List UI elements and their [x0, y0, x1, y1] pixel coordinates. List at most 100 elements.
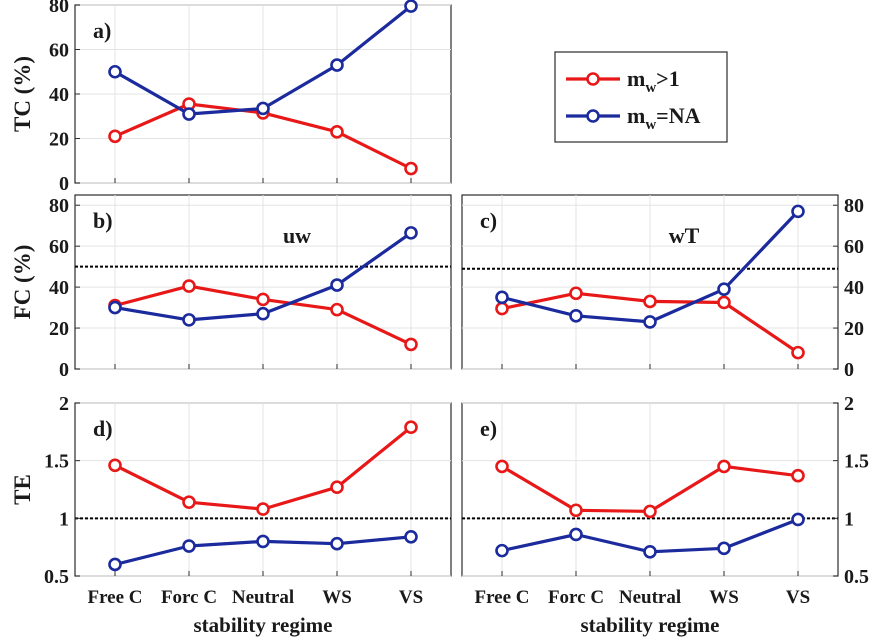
panel-e-xtick-label-4: VS — [786, 587, 810, 608]
panel-d-series-1-point-4 — [404, 529, 418, 544]
panel-e-ytick-label-2: 1.5 — [844, 451, 869, 473]
panel-d-xtick-label-3: WS — [322, 587, 352, 608]
panel-a-ytick-label-4: 80 — [49, 0, 69, 17]
panel-d-ytick-label-2: 1.5 — [44, 451, 69, 473]
panel-e-xtick-label-2: Neutral — [619, 587, 681, 608]
panel-a-series-0-point-4 — [404, 161, 418, 176]
panel-b-series-1-point-2 — [256, 306, 270, 321]
panel-a-ytick-label-2: 40 — [49, 84, 69, 106]
panel-b-ytick-label-1: 20 — [49, 318, 69, 340]
panel-b-series-1-point-0 — [108, 300, 122, 315]
panel-c-ytick-label-2: 40 — [844, 277, 864, 299]
legend-label-red-sub: w — [645, 80, 656, 96]
panel-b-series-1-point-1 — [182, 313, 196, 327]
panel-e-label: e) — [480, 416, 497, 441]
panel-d: 0.5 1 1.5 2 Free C Forc C Neutral WS VS stability… — [10, 393, 452, 637]
panel-b-series-0-point-4 — [404, 337, 418, 352]
panel-e-series-1-point-4 — [791, 512, 805, 527]
panel-d-xtick-label-4: VS — [399, 587, 423, 608]
panel-d-series-0-point-3 — [330, 480, 344, 494]
panel-c-series-1-point-4 — [791, 204, 805, 219]
panel-b-series-0-point-1 — [182, 279, 196, 293]
panel-a: 0 20 40 60 80 TC (%) a) — [10, 0, 452, 195]
panel-d-label: d) — [93, 416, 113, 441]
legend-label-blue-main: m — [627, 103, 645, 128]
legend-label-blue-rest: =NA — [656, 103, 700, 128]
panel-a-ytick-label-3: 60 — [49, 40, 69, 62]
panel-d-ytick-label-3: 2 — [59, 393, 69, 415]
panel-c-series-1-point-1 — [569, 308, 583, 323]
panel-d-xlabel: stability regime — [193, 613, 332, 637]
panel-e-ytick-label-1: 1 — [844, 508, 854, 530]
panel-b-ytick-label-4: 80 — [49, 195, 69, 217]
panel-c-ytick-label-4: 80 — [844, 195, 864, 217]
panel-b-ytick-label-0: 0 — [59, 359, 69, 381]
panel-c-label: c) — [480, 208, 497, 233]
panel-d-series-0-point-1 — [182, 495, 196, 509]
panel-b-series-0-point-2 — [256, 292, 270, 307]
panel-e-series-0-point-4 — [791, 468, 805, 483]
panel-a-ytick-label-1: 20 — [49, 129, 69, 151]
legend-marker-red — [586, 72, 600, 86]
panel-e-xtick-label-0: Free C — [474, 587, 529, 608]
legend-marker-blue — [586, 109, 600, 123]
panel-a-series-1-point-3 — [330, 58, 344, 72]
legend-label-blue-sub: w — [645, 117, 656, 133]
panel-e-series-1-point-2 — [643, 544, 657, 559]
panel-a-ylabel: TC (%) — [10, 56, 35, 132]
legend-label-blue: mw=NA — [627, 103, 701, 133]
panel-b-ytick-label-3: 60 — [49, 236, 69, 258]
panel-c-series-0-point-4 — [791, 345, 805, 360]
panel-a-series-1-point-1 — [182, 107, 196, 121]
panel-c: 0 20 40 60 80 c) wT — [461, 194, 864, 381]
panel-c-series-1-point-2 — [643, 315, 657, 329]
panel-b-annotation: uw — [283, 223, 311, 248]
panel-e-series-0-point-1 — [569, 503, 583, 518]
panel-e-series-0-point-0 — [495, 459, 509, 474]
panel-d-ytick-label-1: 1 — [59, 508, 69, 530]
panel-b-ytick-label-2: 40 — [49, 277, 69, 299]
legend-label-red-main: m — [627, 66, 645, 91]
panel-c-series-0-point-2 — [643, 294, 657, 309]
panel-e-xtick-label-1: Forc C — [548, 587, 604, 608]
panel-e-ytick-label-3: 2 — [844, 393, 854, 415]
panel-e-series-0-point-2 — [643, 504, 657, 519]
panel-c-ytick-label-1: 20 — [844, 318, 864, 340]
legend-box — [554, 51, 728, 143]
panel-c-annotation: wT — [669, 223, 700, 248]
panel-d-ytick-label-0: 0.5 — [44, 566, 69, 588]
panel-d-series-1-point-3 — [330, 536, 344, 551]
panel-d-series-1-point-2 — [256, 534, 270, 549]
panel-b-ylabel: FC (%) — [10, 245, 35, 320]
panel-e-ytick-label-0: 0.5 — [844, 566, 869, 588]
panel-c-ytick-label-0: 0 — [844, 359, 854, 381]
panel-a-label: a) — [93, 18, 111, 43]
panel-a-series-1-point-0 — [108, 64, 122, 79]
panel-b-series-1-point-4 — [404, 226, 418, 240]
panel-e-series-1-point-3 — [717, 541, 731, 556]
panel-c-series-0-point-1 — [569, 286, 583, 301]
panel-d-series-1-point-1 — [182, 539, 196, 553]
panel-a-series-0-point-0 — [108, 129, 122, 144]
panel-d-xtick-label-2: Neutral — [232, 587, 294, 608]
panel-e: 0.5 1 1.5 2 Free C Forc C Neutral WS VS stability… — [461, 393, 869, 637]
panel-d-series-0-point-2 — [256, 502, 270, 516]
panel-a-series-1-point-2 — [256, 101, 270, 116]
panel-a-series-0-point-3 — [330, 125, 344, 139]
panel-a-ytick-label-0: 0 — [59, 173, 69, 195]
panels-layer: 0 20 40 60 80 TC (%) a) 0 20 40 60 80 FC (%) b) uw 0 20 4… — [10, 0, 869, 637]
panel-a-series-1-point-4 — [404, 0, 418, 13]
panel-e-series-1-point-1 — [569, 527, 583, 542]
panel-e-xtick-label-3: WS — [709, 587, 739, 608]
panel-d-series-0-point-0 — [108, 458, 122, 473]
panel-e-series-0-point-3 — [717, 459, 731, 474]
panel-c-series-1-point-3 — [717, 282, 731, 296]
panel-b: 0 20 40 60 80 FC (%) b) uw — [10, 194, 452, 381]
panel-b-series-1-point-3 — [330, 278, 344, 292]
panel-d-ylabel: TE — [10, 474, 35, 505]
panel-b-label: b) — [93, 208, 113, 233]
panel-c-ytick-label-3: 60 — [844, 236, 864, 258]
panel-b-series-0-point-3 — [330, 302, 344, 317]
legend: mw>1 mw=NA — [554, 51, 728, 143]
